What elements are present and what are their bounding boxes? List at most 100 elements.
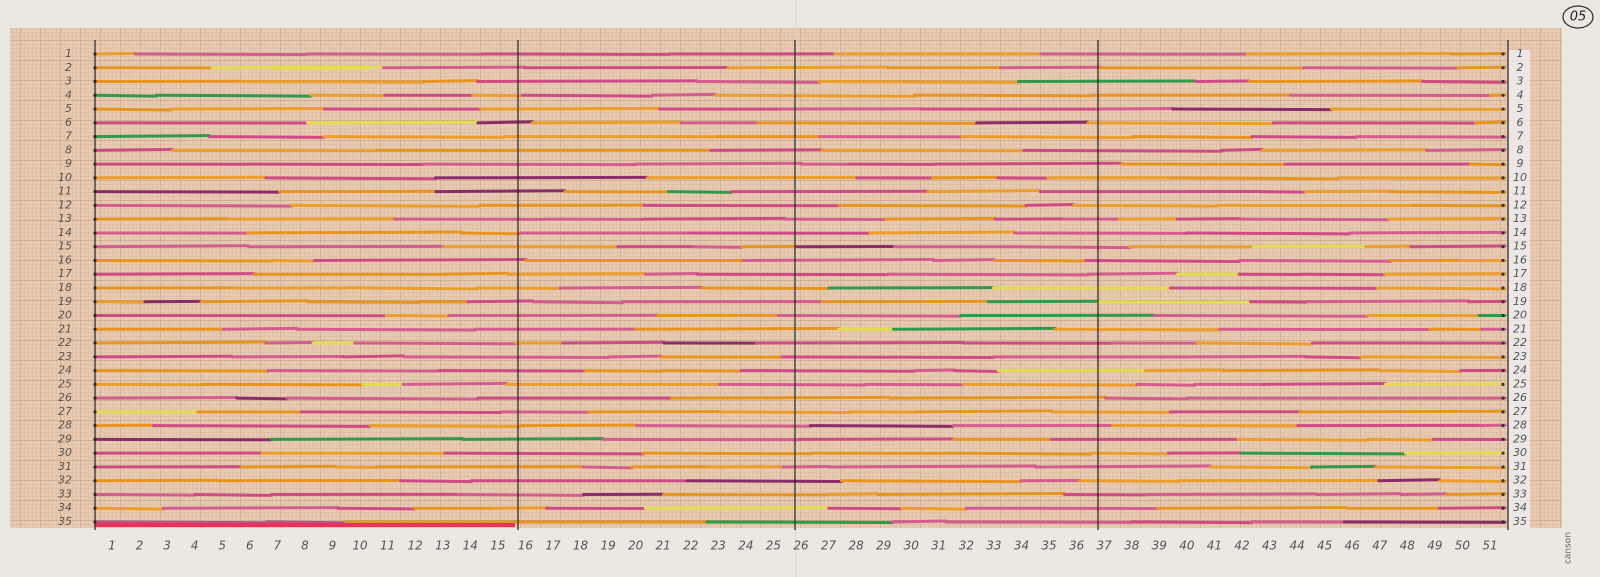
- row-label-right: 27: [1513, 405, 1527, 418]
- drawn-segment: [1096, 300, 1253, 305]
- row-label-right: 14: [1513, 226, 1527, 239]
- end-dot: [1501, 231, 1505, 235]
- row-label-left: 33: [58, 487, 72, 500]
- row-label-right: 18: [1513, 281, 1527, 294]
- drawn-segment: [1365, 437, 1435, 442]
- drawn-segment: [1086, 121, 1275, 126]
- end-dot: [1501, 176, 1505, 180]
- drawn-segment: [239, 464, 338, 469]
- row-label-left: 11: [58, 185, 72, 198]
- drawn-segment: [776, 314, 963, 318]
- drawn-segment: [1304, 299, 1470, 304]
- row-label-right: 21: [1513, 322, 1527, 335]
- drawn-segment: [1175, 217, 1241, 221]
- drawn-segment: [1053, 327, 1222, 332]
- column-label: 20: [628, 539, 644, 553]
- drawn-segment: [607, 354, 663, 359]
- row-label-left: 4: [65, 88, 72, 101]
- drawn-segment: [1437, 506, 1507, 510]
- drawn-segment: [245, 230, 463, 235]
- drawn-segment: [888, 395, 1108, 400]
- end-dot: [1501, 272, 1505, 276]
- column-label: 41: [1207, 539, 1222, 553]
- row-label-left: 34: [58, 501, 72, 514]
- column-label: 22: [683, 539, 698, 553]
- drawn-segment: [235, 396, 289, 401]
- drawn-segment: [1409, 244, 1507, 249]
- column-label: 48: [1400, 539, 1416, 553]
- drawn-segment: [892, 326, 1057, 331]
- drawn-segment: [999, 65, 1102, 70]
- drawn-segment: [635, 424, 812, 428]
- column-label: 43: [1262, 539, 1277, 553]
- row-label-right: 4: [1517, 88, 1524, 101]
- drawn-segment: [368, 424, 523, 428]
- column-label: 44: [1289, 539, 1304, 553]
- drawn-segment: [1185, 231, 1352, 236]
- column-label: 35: [1041, 539, 1056, 553]
- row-label-right: 13: [1513, 212, 1527, 225]
- row-label-left: 5: [65, 102, 72, 115]
- column-label: 3: [163, 539, 171, 553]
- drawn-segment: [93, 203, 294, 208]
- end-dot: [1501, 300, 1505, 304]
- drawn-segment: [459, 231, 522, 236]
- row-label-left: 6: [65, 116, 72, 129]
- row-label-left: 21: [58, 322, 72, 335]
- row-label-left: 7: [65, 130, 72, 143]
- drawn-segment: [300, 410, 503, 414]
- end-dot: [1501, 437, 1505, 442]
- drawn-segment: [476, 120, 534, 125]
- column-label: 2: [136, 539, 144, 553]
- row-label-left: 13: [58, 212, 72, 225]
- drawn-segment: [530, 120, 683, 125]
- row-label-left: 35: [58, 515, 72, 528]
- drawn-segment: [1377, 478, 1442, 483]
- column-label: 32: [959, 539, 974, 553]
- row-label-right: 35: [1513, 515, 1527, 528]
- column-label: 38: [1124, 539, 1140, 553]
- column-label: 34: [1014, 539, 1029, 553]
- row-label-right: 5: [1517, 102, 1524, 115]
- column-label: 40: [1179, 539, 1195, 553]
- drawn-segment: [93, 244, 250, 249]
- row-label-right: 34: [1513, 501, 1527, 514]
- drawn-segment: [93, 506, 165, 511]
- end-dot: [1501, 465, 1505, 469]
- drawn-segment: [1131, 135, 1254, 140]
- drawn-segment: [93, 369, 270, 373]
- drawn-segment: [1078, 479, 1181, 483]
- drawn-segment: [312, 258, 528, 262]
- end-dot: [1501, 93, 1505, 97]
- drawn-segment: [341, 354, 406, 359]
- drawn-segment: [93, 148, 174, 152]
- row-label-right: 1: [1517, 47, 1524, 60]
- row-label-right: 9: [1517, 157, 1524, 170]
- column-label: 37: [1097, 539, 1113, 553]
- drawn-segment: [306, 120, 480, 125]
- drawn-segment: [295, 327, 477, 332]
- drawn-segment: [154, 93, 313, 98]
- row-label-left: 16: [58, 253, 72, 266]
- drawn-segment: [270, 258, 316, 263]
- column-label: 10: [352, 539, 368, 553]
- row-label-left: 8: [65, 143, 72, 156]
- row-label-right: 29: [1513, 432, 1527, 445]
- column-label: 25: [766, 539, 781, 553]
- labels: 1234567891011121314151617181920212223242…: [58, 47, 1527, 553]
- end-dot: [1501, 66, 1505, 70]
- drawn-segment: [290, 203, 481, 208]
- drawn-segment: [1359, 355, 1507, 360]
- drawn-segment: [1156, 506, 1348, 510]
- drawn-segment: [466, 299, 535, 304]
- row-label-left: 29: [58, 432, 72, 445]
- end-dot: [1501, 52, 1505, 56]
- end-dot: [1501, 355, 1505, 359]
- drawn-segment: [1237, 217, 1391, 222]
- column-label: 33: [986, 539, 1001, 553]
- column-label: 23: [711, 539, 726, 553]
- column-label: 30: [904, 539, 920, 553]
- column-label: 8: [301, 539, 309, 553]
- drawn-segment: [826, 492, 879, 496]
